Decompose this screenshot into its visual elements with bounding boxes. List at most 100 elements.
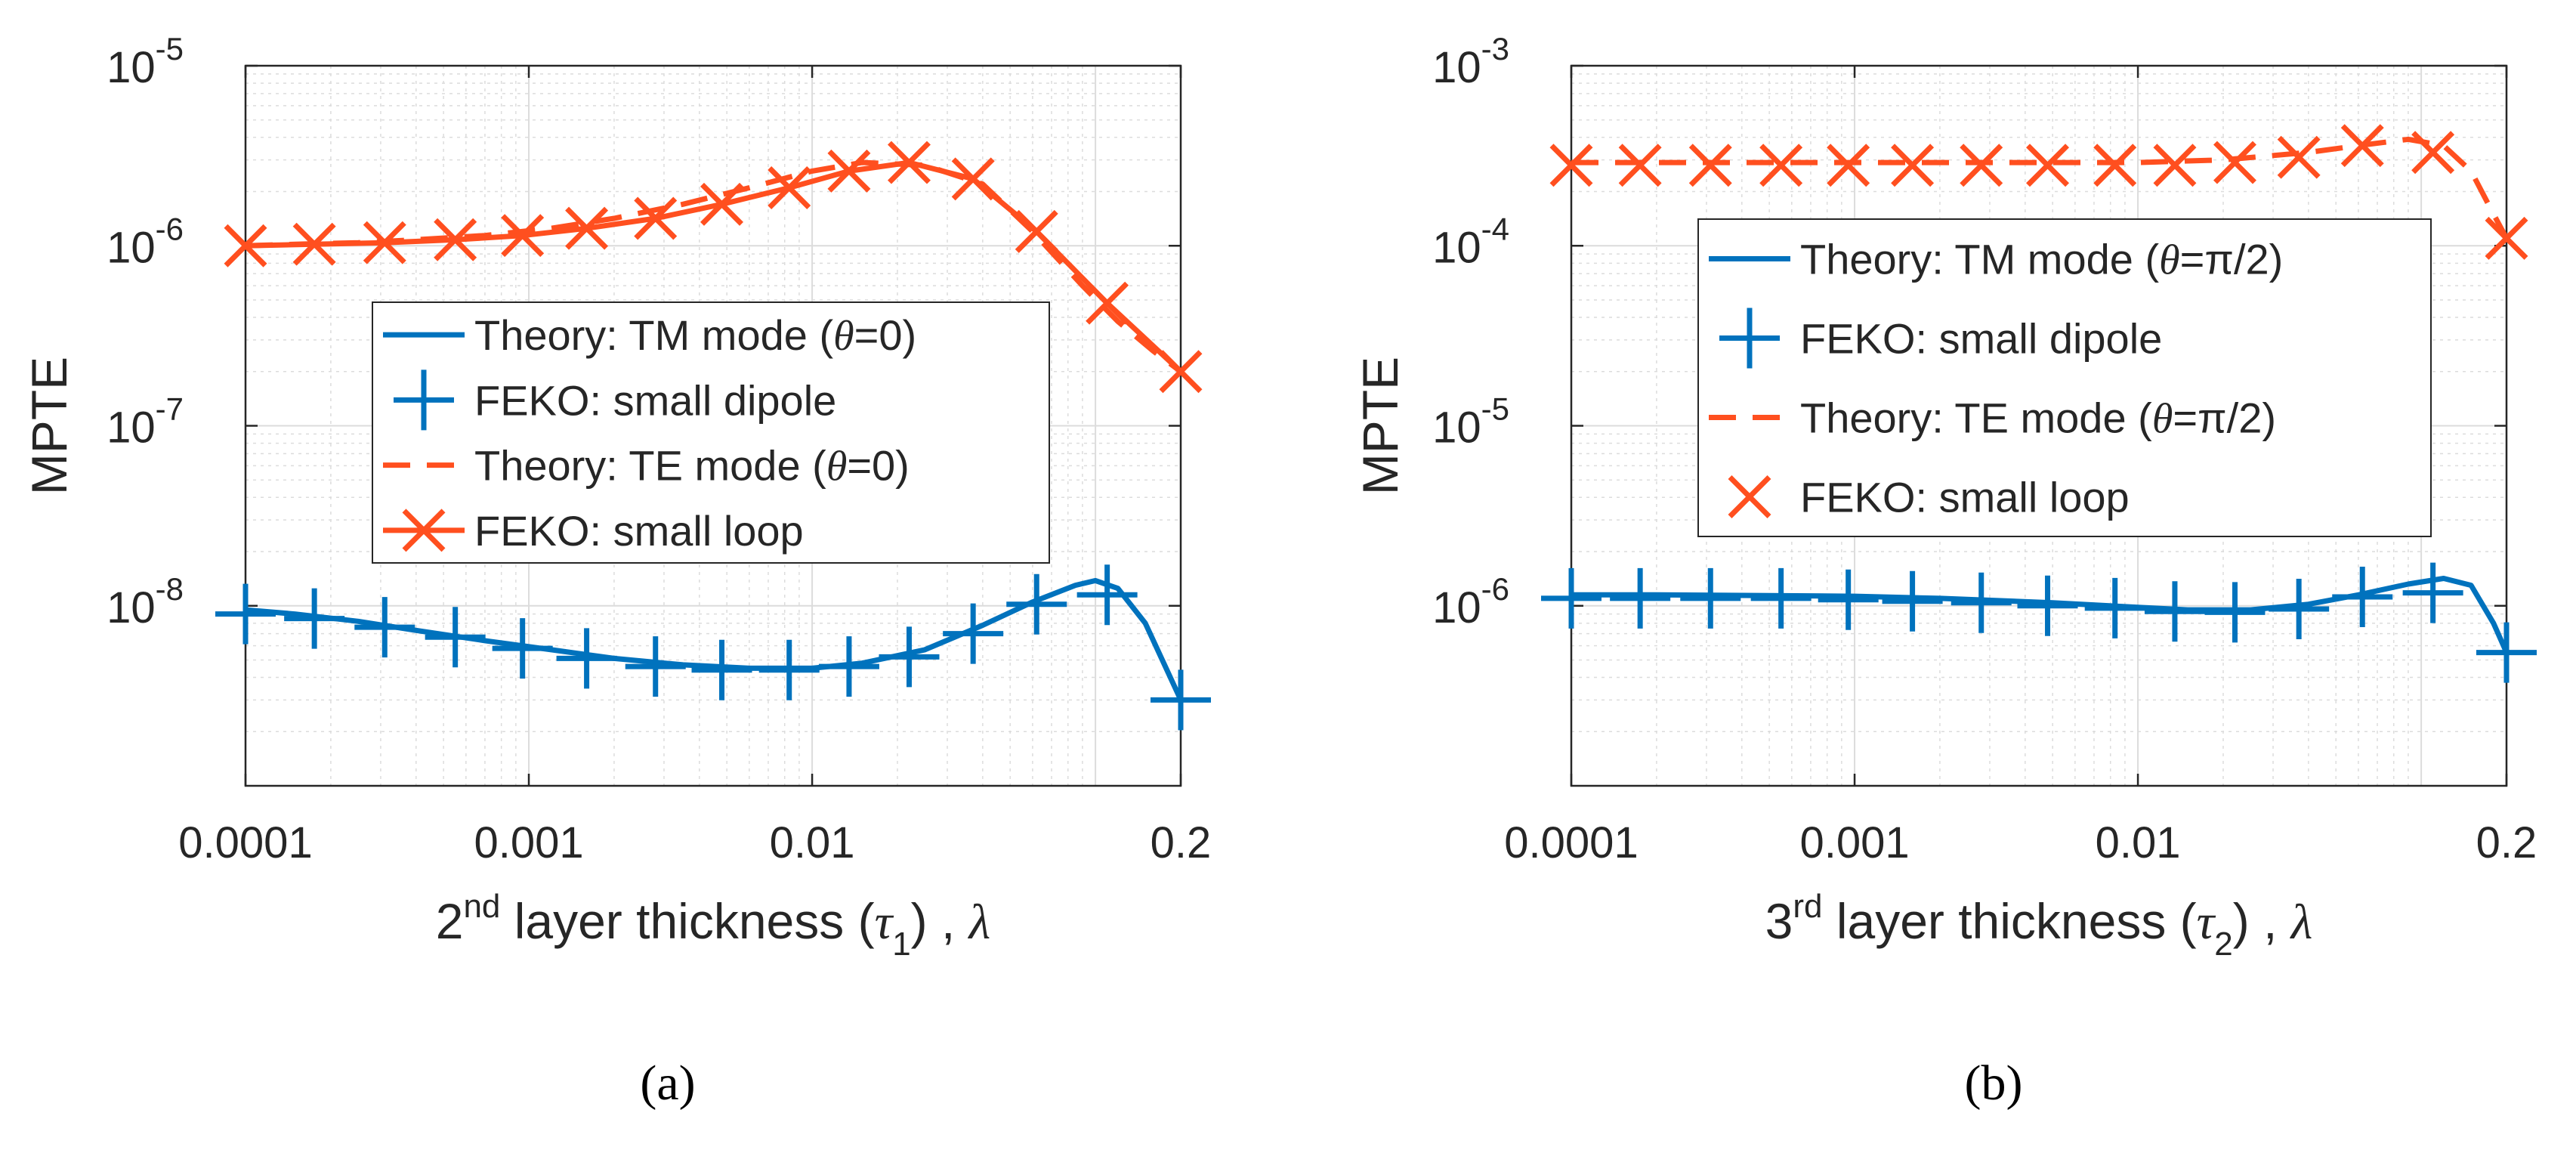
plus-marker bbox=[1006, 573, 1067, 635]
legend-label-text: FEKO: small dipole bbox=[474, 376, 836, 424]
x-marker bbox=[224, 224, 267, 267]
x-marker bbox=[501, 214, 545, 258]
legend-entry: FEKO: small loop bbox=[383, 507, 804, 555]
legend-label-text: Theory: TE mode ( bbox=[474, 442, 826, 490]
plus-marker bbox=[284, 588, 345, 649]
plus-marker bbox=[1680, 567, 1741, 629]
plus-marker bbox=[394, 369, 454, 431]
x-axis-title: 2nd layer thickness (τ1) , λ bbox=[436, 888, 991, 963]
x-marker bbox=[1688, 144, 1732, 187]
x-marker bbox=[1015, 209, 1058, 253]
x-marker bbox=[2026, 144, 2069, 187]
legend-label: Theory: TE mode (θ=π/2) bbox=[1800, 394, 2276, 443]
legend-label-symbol: θ bbox=[833, 313, 854, 360]
x-marker bbox=[363, 221, 406, 264]
plus-marker bbox=[1750, 567, 1812, 629]
x-title-text: layer thickness ( bbox=[500, 893, 874, 949]
y-tick-base: 10 bbox=[1432, 223, 1481, 272]
x-marker bbox=[1086, 281, 1129, 325]
x-title-symbol: τ bbox=[875, 895, 894, 950]
plus-marker bbox=[1151, 669, 1211, 731]
y-tick-label: 10-4 bbox=[1432, 211, 1509, 272]
legend-entry: Theory: TM mode (θ=π/2) bbox=[1709, 236, 2283, 284]
y-tick-label: 10-6 bbox=[1432, 571, 1509, 632]
y-tick-base: 10 bbox=[1432, 43, 1481, 92]
x-tick-label: 0.001 bbox=[474, 818, 583, 867]
x-title-ordinal: 2 bbox=[436, 893, 464, 949]
plus-marker bbox=[2402, 562, 2463, 623]
y-tick-label: 10-3 bbox=[1432, 31, 1509, 92]
legend-label-symbol: θ bbox=[2159, 237, 2180, 284]
y-axis-title: MPTE bbox=[21, 357, 77, 495]
legend-label-tail: =π/2) bbox=[2180, 236, 2284, 283]
x-tick-label: 0.2 bbox=[2476, 818, 2537, 867]
legend-entry: FEKO: small loop bbox=[1728, 474, 2130, 521]
plus-marker bbox=[2332, 567, 2393, 628]
y-tick-label: 10-8 bbox=[107, 571, 184, 632]
series-xline-te bbox=[224, 141, 1203, 394]
legend-label: FEKO: small loop bbox=[1800, 474, 2130, 521]
legend-label-symbol: θ bbox=[826, 444, 848, 490]
x-marker bbox=[1159, 350, 1203, 394]
x-title-superscript: rd bbox=[1793, 888, 1822, 925]
legend-label-text: Theory: TM mode ( bbox=[1800, 236, 2159, 283]
y-tick-exponent: -5 bbox=[156, 31, 184, 66]
legend-label-text: FEKO: small dipole bbox=[1800, 315, 2162, 363]
plus-marker bbox=[556, 628, 617, 689]
plus-marker bbox=[818, 636, 879, 697]
legend-label-text: FEKO: small loop bbox=[1800, 474, 2130, 521]
legend-label: Theory: TM mode (θ=0) bbox=[474, 311, 916, 360]
x-marker bbox=[2411, 131, 2455, 175]
x-marker bbox=[2340, 124, 2384, 168]
plus-marker bbox=[943, 603, 1004, 664]
x-marker bbox=[402, 509, 446, 552]
legend-entry: Theory: TE mode (θ=π/2) bbox=[1709, 394, 2276, 443]
panel-a: 0.0001 0.001 0.01 0.210-510-610-710-8MPTE2n… bbox=[21, 31, 1211, 1111]
legend-label: FEKO: small loop bbox=[474, 507, 804, 555]
y-tick-base: 10 bbox=[107, 403, 156, 453]
legend-label: FEKO: small dipole bbox=[1800, 315, 2162, 363]
legend-label-tail: =0) bbox=[854, 311, 917, 359]
x-tick-label: 0.0001 bbox=[1504, 818, 1638, 867]
y-tick-exponent: -6 bbox=[1481, 571, 1509, 607]
plus-marker bbox=[2204, 582, 2266, 643]
series-x-te bbox=[1549, 124, 2528, 260]
x-title-subscript: 2 bbox=[2214, 926, 2232, 963]
x-marker bbox=[1827, 144, 1870, 187]
legend: Theory: TM mode (θ=π/2) FEKO: small dipol… bbox=[1697, 218, 2432, 537]
x-marker bbox=[2277, 135, 2321, 179]
x-title-unit: λ bbox=[2290, 895, 2313, 950]
plus-marker bbox=[2269, 578, 2330, 639]
legend-label: FEKO: small dipole bbox=[474, 376, 836, 424]
x-title-text: layer thickness ( bbox=[1822, 893, 2196, 949]
x-marker bbox=[565, 206, 609, 250]
series-plus-tm bbox=[215, 564, 1211, 731]
x-tick-label: 0.2 bbox=[1151, 818, 1212, 867]
plus-marker bbox=[1818, 569, 1879, 630]
y-tick-label: 10-5 bbox=[1432, 391, 1509, 453]
panel-label: (a) bbox=[640, 1056, 695, 1111]
panel-b: 0.0001 0.001 0.01 0.210-310-410-510-6MPTE3r… bbox=[1352, 31, 2537, 1111]
x-marker bbox=[1759, 144, 1803, 187]
plus-marker bbox=[1541, 567, 1602, 629]
legend-label-text: Theory: TE mode ( bbox=[1800, 394, 2152, 442]
x-title-suffix: ) , bbox=[2233, 893, 2291, 949]
legend-box bbox=[1697, 218, 2432, 537]
legend-entry: Theory: TM mode (θ=0) bbox=[383, 311, 916, 360]
legend-entry: Theory: TE mode (θ=0) bbox=[383, 442, 910, 490]
plus-marker bbox=[354, 597, 415, 658]
x-marker bbox=[2213, 141, 2256, 184]
x-marker bbox=[434, 218, 477, 261]
plus-marker bbox=[1610, 567, 1671, 629]
x-title-symbol: τ bbox=[2197, 895, 2216, 950]
y-tick-label: 10-7 bbox=[107, 391, 184, 453]
y-tick-base: 10 bbox=[107, 43, 156, 92]
plus-marker bbox=[1882, 570, 1943, 632]
series-line-dashed bbox=[1571, 136, 2510, 240]
plus-marker bbox=[1719, 308, 1780, 369]
plus-marker bbox=[2017, 575, 2078, 636]
panel-label: (b) bbox=[1965, 1056, 2023, 1111]
x-marker bbox=[1549, 144, 1593, 187]
plus-marker bbox=[879, 626, 940, 688]
